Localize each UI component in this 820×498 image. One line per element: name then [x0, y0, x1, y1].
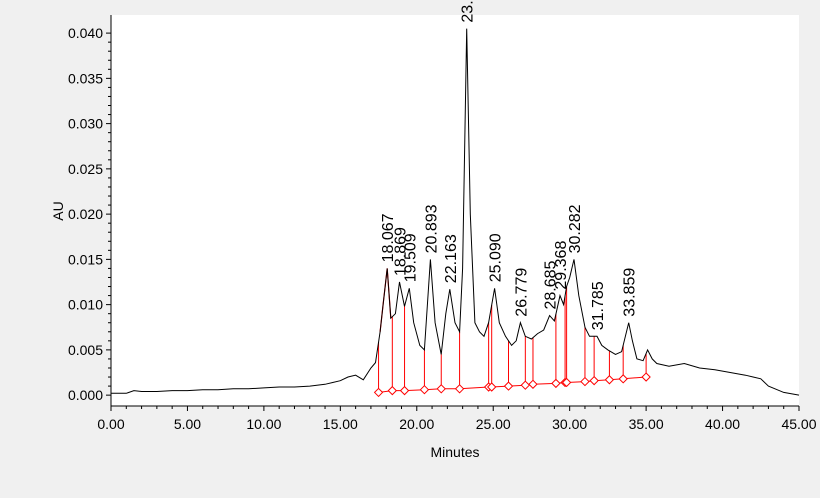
y-tick-label: 0.005 [68, 342, 103, 358]
x-tick-label: 5.00 [174, 416, 201, 432]
baseline-marker [399, 385, 410, 396]
y-tick-label: 0.015 [68, 251, 103, 267]
y-tick-label: 0.035 [68, 70, 103, 86]
y-ticks: 0.000 0.005 0.010 0.015 0.020 0.025 0.030 0.035… [68, 25, 111, 403]
y-tick-label: 0.010 [68, 297, 103, 313]
baseline-marker [503, 381, 514, 391]
y-tick-label: 0.020 [68, 206, 103, 222]
peak-label: 20.893 [423, 204, 440, 253]
chromatogram-trace [111, 28, 800, 396]
baseline-marker [618, 374, 628, 384]
baseline-marker [520, 380, 531, 390]
plot-area [111, 15, 799, 406]
x-tick-label: 40.00 [705, 416, 740, 432]
peak-label: 25.090 [488, 233, 505, 282]
peak-label: 18.869 [393, 227, 410, 276]
baseline-marker [436, 384, 446, 394]
x-tick-label: 0.00 [97, 416, 124, 432]
y-tick-label: 0.025 [68, 161, 103, 177]
x-tick-label: 20.00 [399, 416, 434, 432]
peak-label: 18.067 [380, 213, 397, 262]
peak-label: 19.509 [402, 233, 419, 282]
y-tick-label: 0.030 [68, 116, 103, 132]
baseline-marker [486, 382, 497, 392]
x-tick-label: 15.00 [323, 416, 358, 432]
baseline-marker [641, 372, 651, 382]
x-tick-label: 35.00 [629, 416, 664, 432]
baseline-marker [551, 378, 561, 389]
baseline-marker [454, 384, 465, 394]
x-axis-label: Minutes [430, 444, 479, 460]
x-tick-label: 10.00 [246, 416, 281, 432]
peak-label: 26.779 [513, 268, 530, 317]
peak-label: 29.368 [553, 241, 570, 290]
baseline-marker [580, 376, 590, 387]
baseline-marker [419, 385, 430, 395]
x-tick-label: 45.00 [781, 416, 816, 432]
y-tick-label: 0.000 [68, 387, 103, 403]
trace-layer [111, 28, 800, 396]
baseline-marker [589, 375, 599, 386]
peak-label: 22.163 [443, 234, 460, 283]
x-tick-label: 30.00 [552, 416, 587, 432]
baseline-marker [604, 375, 615, 385]
peak-label: 30.282 [567, 204, 584, 253]
baseline-marker [528, 379, 538, 389]
x-ticks: 0.00 5.00 10.00 15.00 20.00 25.00 30.00 35.00 40… [97, 406, 817, 432]
peak-label: 33.859 [622, 268, 639, 317]
peak-label: 28.685 [543, 260, 560, 309]
y-axis-label: AU [50, 201, 66, 220]
baseline-marker [561, 377, 572, 388]
x-tick-label: 25.00 [476, 416, 511, 432]
integration-baselines [373, 268, 651, 398]
peak-label: 23.267 [460, 0, 477, 23]
baseline-marker [387, 385, 398, 396]
y-tick-label: 0.040 [68, 25, 103, 41]
peak-label: 31.785 [590, 281, 607, 330]
baseline-marker [373, 387, 384, 398]
